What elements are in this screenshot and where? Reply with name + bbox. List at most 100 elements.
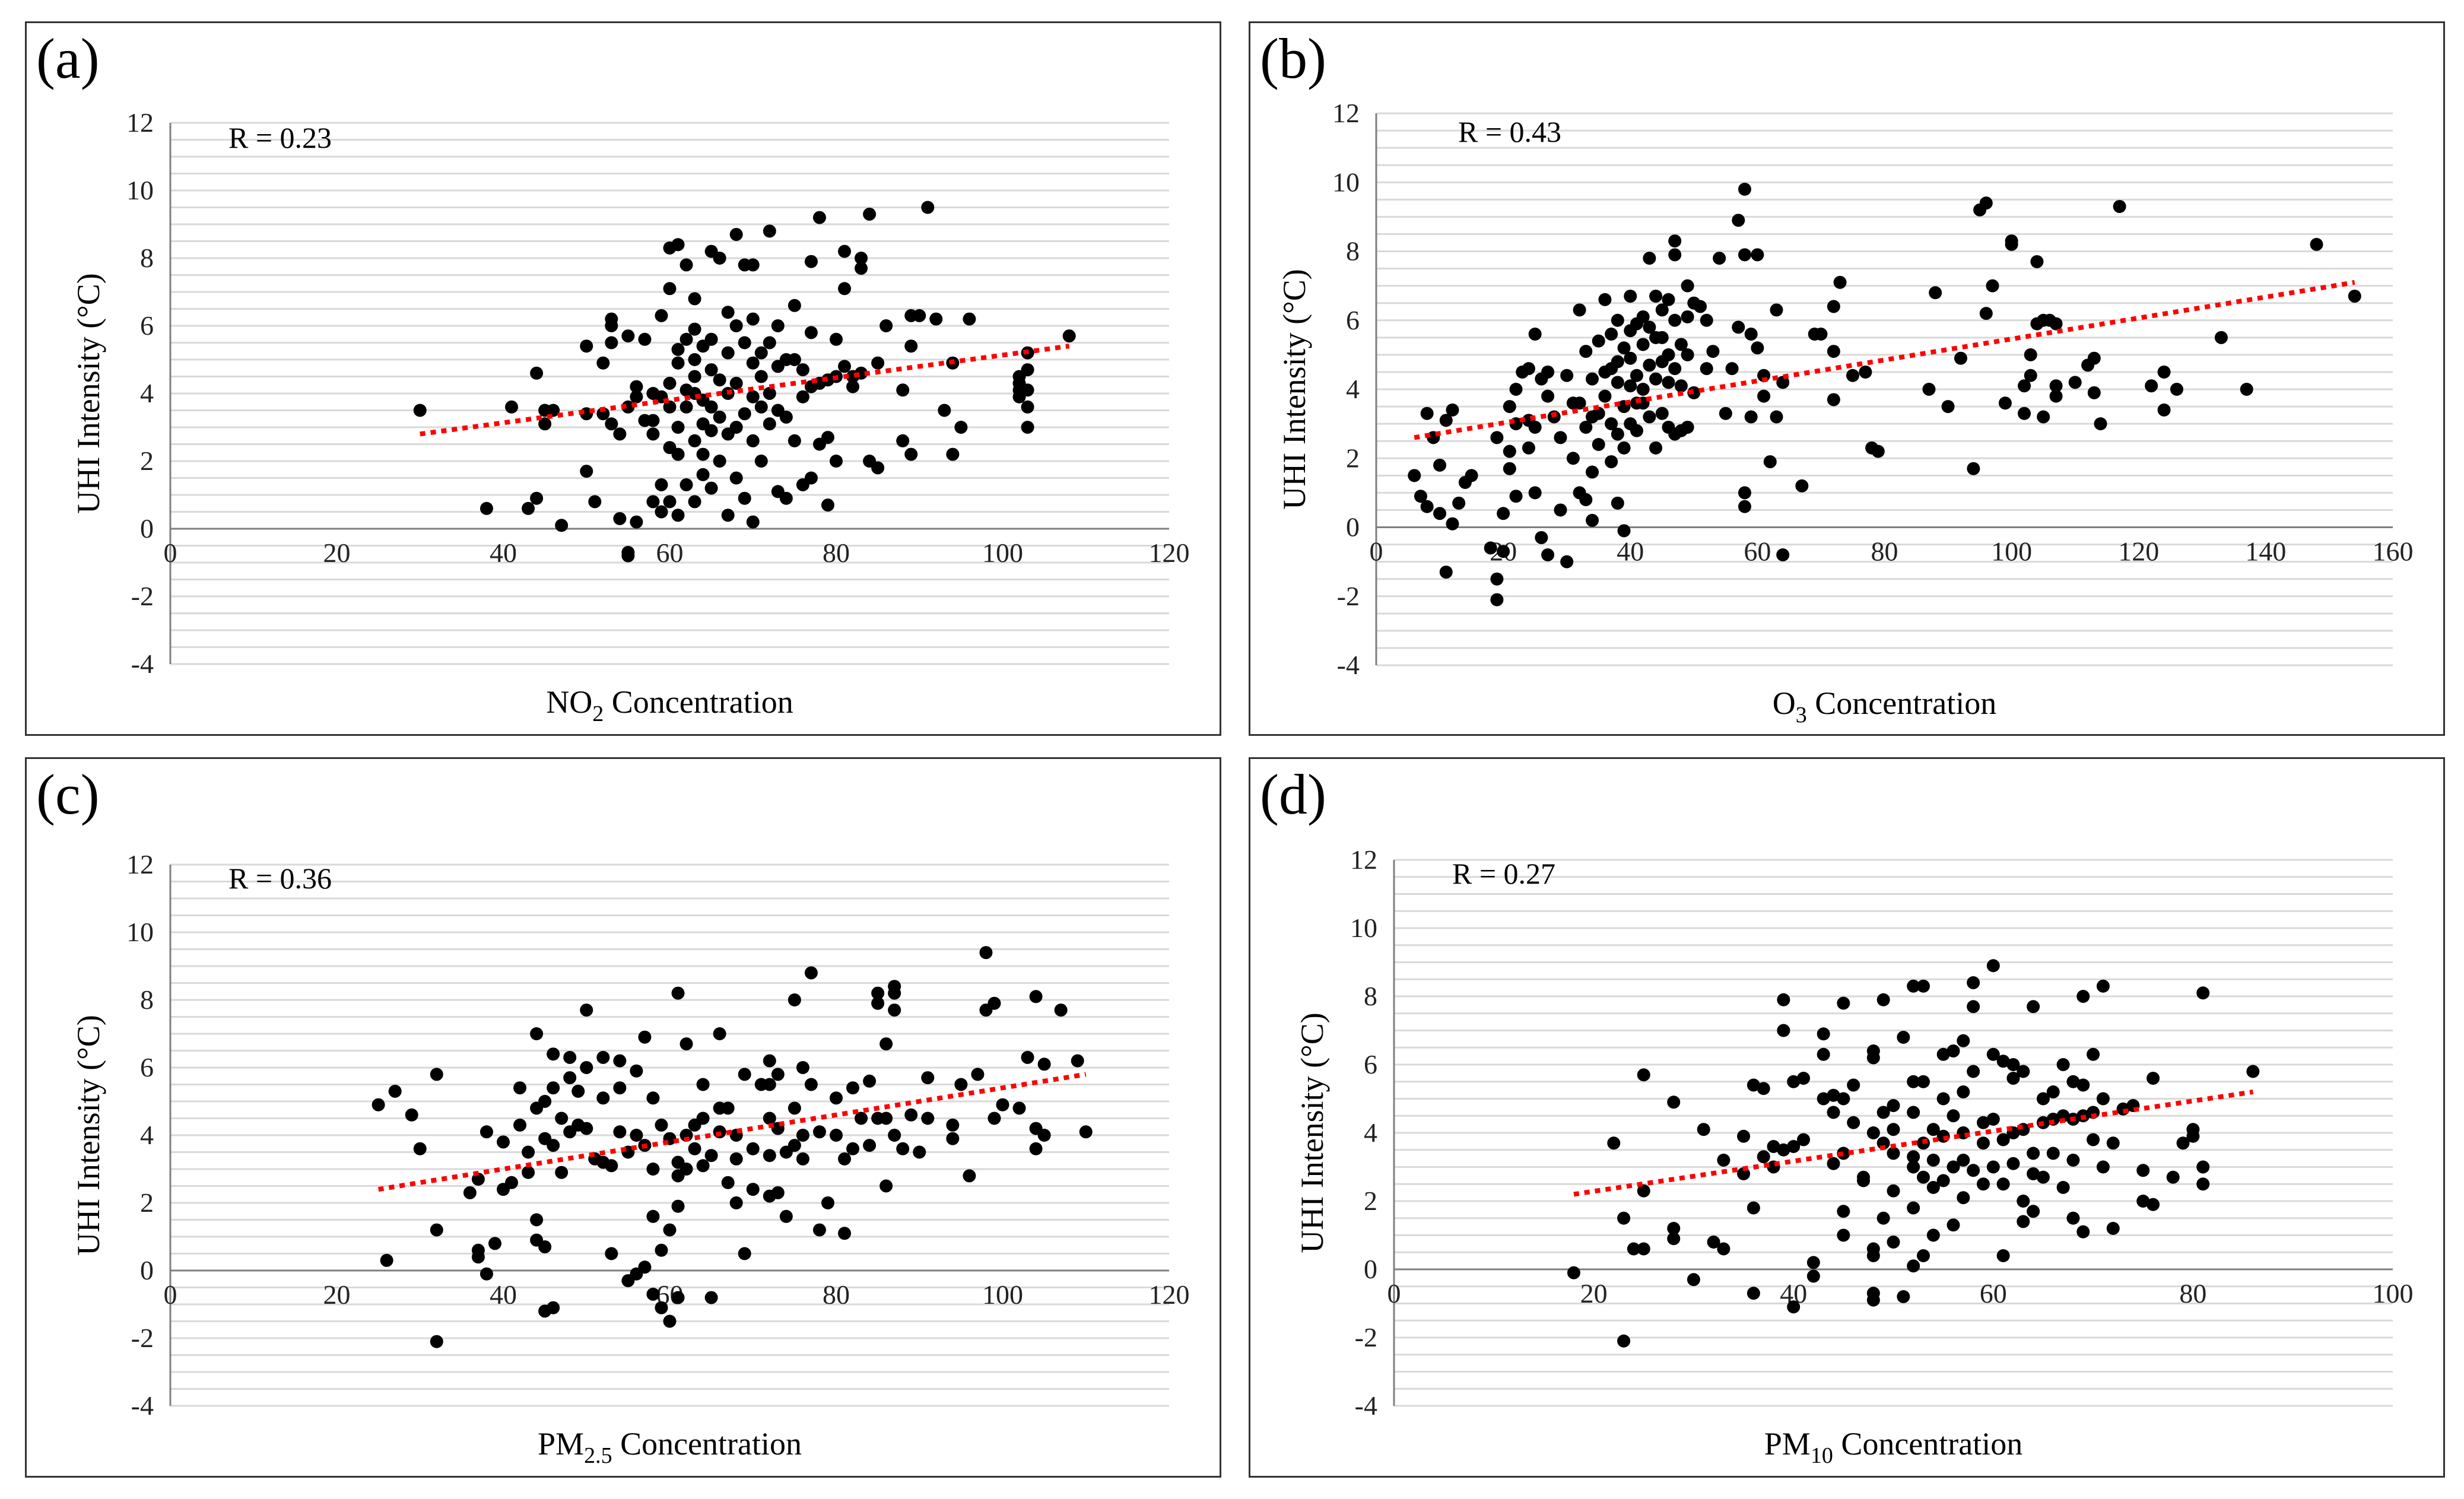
chart-b-point — [1649, 441, 1663, 455]
chart-b-point — [2240, 383, 2253, 396]
chart-b-point — [1738, 500, 1751, 513]
chart-a-point — [821, 431, 834, 444]
chart-a-point — [522, 501, 535, 515]
chart-c-point — [879, 1179, 893, 1193]
chart-b-point — [1643, 252, 1656, 265]
chart-a-point — [838, 360, 852, 373]
chart-d-point — [1986, 1160, 2000, 1174]
chart-a-y-tick-label: 10 — [126, 175, 154, 205]
chart-c-point — [863, 1139, 877, 1152]
chart-b-point — [1636, 338, 1650, 351]
chart-c-point — [547, 1047, 560, 1061]
chart-a-point — [655, 505, 668, 519]
chart-d-point — [2147, 1072, 2160, 1085]
chart-d-point — [2017, 1065, 2030, 1078]
chart-d-point — [1837, 996, 1850, 1010]
chart-d-point — [1976, 1116, 1990, 1129]
chart-a-point — [688, 353, 701, 366]
chart-a-point — [580, 465, 593, 478]
chart-d-point — [1787, 1140, 1801, 1153]
chart-d-x-tick-label: 0 — [1387, 1278, 1401, 1309]
chart-a-point — [596, 356, 610, 370]
chart-a-point — [738, 336, 751, 350]
chart-a-x-tick-label: 0 — [164, 538, 177, 568]
chart-b-point — [2018, 379, 2031, 393]
chart-d-point — [1907, 1150, 1920, 1164]
chart-b-point — [1636, 383, 1650, 396]
chart-b-x-tick-label: 60 — [1744, 536, 1771, 567]
chart-a-point — [679, 400, 693, 414]
chart-d-point — [1866, 1293, 1880, 1307]
chart-b-point — [1681, 310, 1694, 323]
chart-a-point — [721, 346, 735, 360]
chart-a-r-annotation: R = 0.23 — [228, 121, 332, 154]
chart-b-x-tick-label: 80 — [1871, 536, 1898, 567]
chart-a-point — [605, 336, 618, 350]
chart-a-y-axis-label: UHI Intensity (°C) — [71, 273, 106, 514]
chart-b-y-tick-label: 0 — [1346, 512, 1360, 542]
chart-a-point — [779, 491, 793, 505]
chart-c-point — [530, 1027, 544, 1040]
chart-c-point — [821, 1196, 834, 1209]
chart-c-point — [405, 1108, 418, 1122]
chart-d-point — [1907, 1259, 1920, 1273]
chart-d-r-annotation: R = 0.27 — [1452, 857, 1555, 890]
chart-c-point — [879, 1111, 893, 1125]
chart-b-point — [1528, 420, 1542, 434]
chart-d-point — [1817, 1092, 1830, 1106]
chart-b-r-annotation: R = 0.43 — [1458, 115, 1561, 148]
chart-b-point — [1579, 345, 1593, 358]
chart-a-point — [547, 404, 560, 417]
chart-d-point — [2027, 1147, 2040, 1160]
chart-d-point — [1947, 1218, 1960, 1232]
chart-c-point — [788, 993, 801, 1006]
chart-d-point — [1947, 1044, 1960, 1057]
chart-b-point — [1986, 279, 1999, 293]
chart-d-point — [1897, 1031, 1910, 1044]
chart-d-point — [1787, 1300, 1801, 1314]
chart-b-point — [1655, 331, 1669, 344]
chart-d-point — [1866, 1126, 1880, 1139]
chart-a-point — [671, 421, 685, 434]
chart-c-point — [646, 1287, 660, 1301]
chart-c-point — [855, 1111, 868, 1125]
chart-d-point — [1617, 1334, 1631, 1348]
chart-c-x-tick-label: 20 — [323, 1279, 351, 1310]
chart-c-y-tick-label: 2 — [140, 1187, 154, 1218]
chart-d-point — [1817, 1047, 1830, 1061]
chart-d-point — [1887, 1099, 1900, 1112]
chart-b-point — [1605, 328, 1618, 341]
chart-d-point — [1806, 1269, 1820, 1283]
chart-b-point — [1586, 465, 1599, 479]
chart-b-point — [1694, 300, 1707, 313]
chart-c-point — [713, 1027, 726, 1040]
chart-d-point — [1827, 1106, 1840, 1119]
chart-d-point — [1777, 1024, 1790, 1037]
chart-a-point — [713, 410, 726, 424]
chart-b-point — [1636, 310, 1650, 323]
chart-c-point — [1029, 990, 1043, 1003]
chart-c-point — [946, 1132, 960, 1145]
chart-d-point — [1627, 1242, 1640, 1256]
chart-c-point — [688, 1142, 701, 1155]
chart-b-point — [1573, 303, 1586, 317]
chart-a-point — [904, 339, 918, 353]
chart-c-point — [812, 1223, 826, 1237]
chart-b-point — [1617, 341, 1631, 355]
chart-c-point — [879, 1037, 893, 1051]
chart-b-point — [1465, 469, 1478, 482]
chart-b-point — [2145, 379, 2158, 393]
chart-c-x-tick-label: 100 — [982, 1279, 1023, 1310]
chart-b-point — [1452, 496, 1466, 510]
chart-b-point — [1770, 410, 1783, 424]
chart-c-point — [430, 1223, 443, 1237]
chart-a-point — [663, 282, 677, 296]
chart-d-point — [1907, 1106, 1920, 1119]
chart-a-point — [963, 312, 976, 326]
chart-b-point — [1617, 524, 1631, 538]
chart-c-point — [580, 1061, 593, 1074]
chart-b-point — [2087, 351, 2101, 365]
chart-c-point — [830, 1129, 843, 1142]
chart-d-point — [2096, 979, 2110, 993]
chart-b-point — [1611, 355, 1624, 369]
